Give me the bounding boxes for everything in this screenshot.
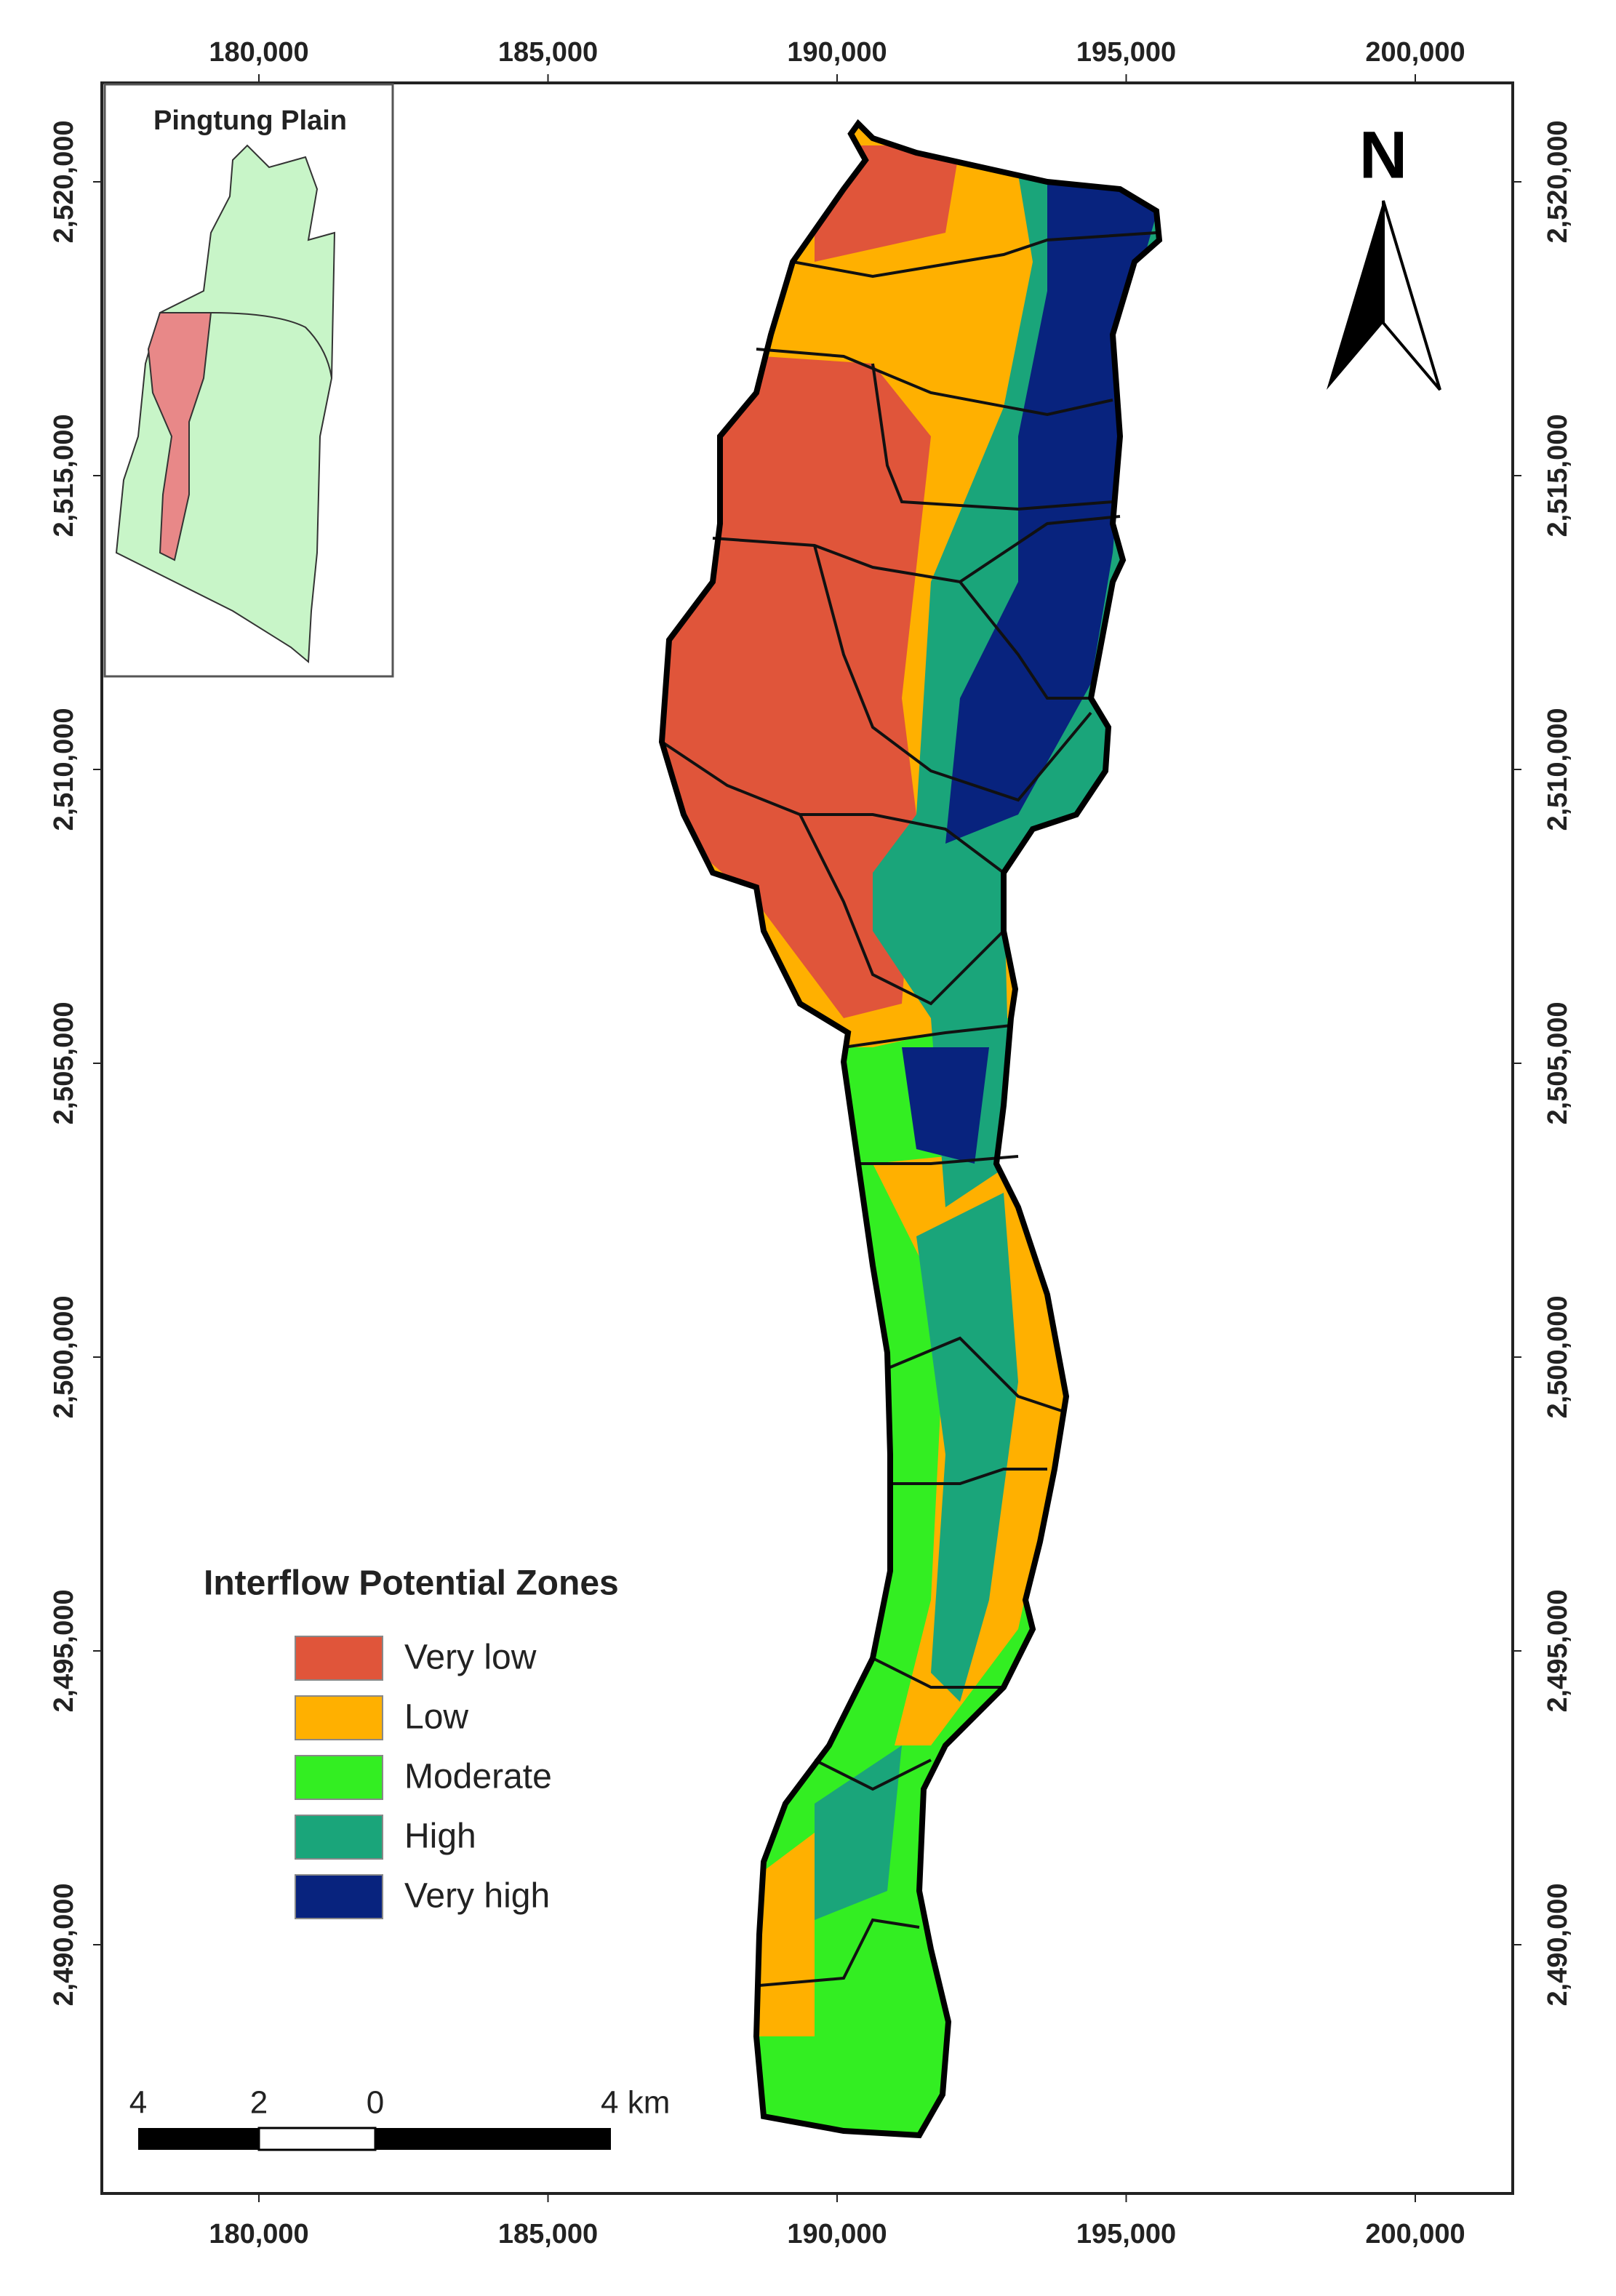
scale-bar: 4 2 0 4 km xyxy=(129,2085,670,2151)
subbasin-boundaries xyxy=(660,231,1157,1987)
north-arrow: N xyxy=(1327,118,1441,391)
y-tick-label: 2,515,000 xyxy=(49,414,79,537)
y-tick-label: 2,500,000 xyxy=(1543,1295,1573,1418)
x-tick-label: 200,000 xyxy=(1365,2219,1465,2249)
x-tick-label: 195,000 xyxy=(1076,2219,1176,2249)
legend-label: Moderate xyxy=(404,1758,552,1796)
legend-swatch xyxy=(295,1695,383,1740)
legend-label: Very high xyxy=(404,1877,550,1916)
x-tick-label: 200,000 xyxy=(1365,37,1465,68)
y-tick-label: 2,510,000 xyxy=(49,708,79,831)
y-tick-label: 2,515,000 xyxy=(1543,414,1573,537)
y-tick-label: 2,520,000 xyxy=(1543,120,1573,243)
y-tick-label: 2,520,000 xyxy=(49,120,79,243)
y-tick-label: 2,505,000 xyxy=(1543,1001,1573,1124)
x-tick-label: 185,000 xyxy=(498,2219,598,2249)
legend-swatch xyxy=(295,1815,383,1860)
x-tick-label: 190,000 xyxy=(787,37,887,68)
zone-patch xyxy=(945,182,1159,844)
legend-title: Interflow Potential Zones xyxy=(204,1564,619,1603)
y-tick-label: 2,505,000 xyxy=(49,1001,79,1124)
scale-label: 2 xyxy=(250,2085,268,2121)
north-label: N xyxy=(1359,118,1407,192)
x-tick-label: 195,000 xyxy=(1076,37,1176,68)
y-tick-label: 2,510,000 xyxy=(1543,708,1573,831)
legend-swatch xyxy=(295,1636,383,1681)
scale-label: 4 xyxy=(129,2085,147,2121)
x-tick-label: 185,000 xyxy=(498,37,598,68)
y-tick-label: 2,500,000 xyxy=(49,1295,79,1418)
legend-label: Low xyxy=(404,1698,468,1737)
legend-label: High xyxy=(404,1817,476,1856)
inset-title: Pingtung Plain xyxy=(153,105,347,136)
zone-patch xyxy=(815,1745,902,1920)
zone-patch xyxy=(662,349,931,1018)
axis-ticks: 180,000 180,000 185,000 185,000 190,000 190,0… xyxy=(49,37,1573,2249)
x-tick-label: 180,000 xyxy=(209,2219,308,2249)
y-tick-label: 2,490,000 xyxy=(49,1883,79,2006)
legend: Interflow Potential Zones Very low Low Mod… xyxy=(204,1564,619,1919)
inset-map: Pingtung Plain xyxy=(103,83,394,678)
zone-patch xyxy=(902,1047,989,1164)
y-tick-label: 2,495,000 xyxy=(49,1589,79,1712)
y-tick-label: 2,495,000 xyxy=(1543,1589,1573,1712)
y-tick-label: 2,490,000 xyxy=(1543,1883,1573,2006)
legend-swatch xyxy=(295,1874,383,1919)
scale-label: 4 km xyxy=(601,2085,670,2121)
zone-patch xyxy=(916,1193,1018,1702)
x-tick-label: 190,000 xyxy=(787,2219,887,2249)
legend-label: Very low xyxy=(404,1639,537,1677)
x-tick-label: 180,000 xyxy=(209,37,308,68)
scale-label: 0 xyxy=(367,2085,384,2121)
legend-swatch xyxy=(295,1755,383,1800)
